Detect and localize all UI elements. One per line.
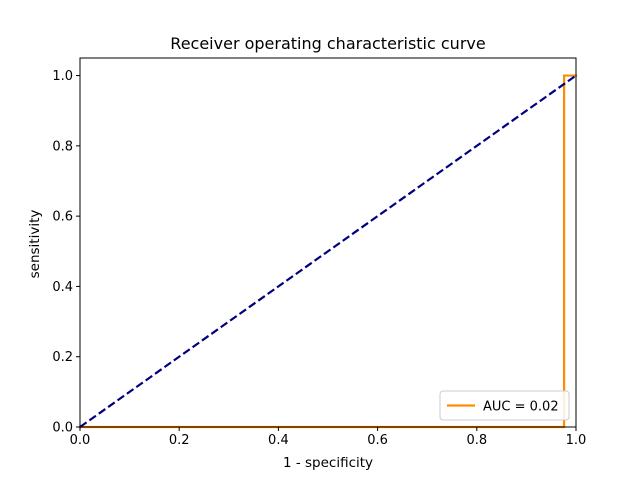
- legend-label: AUC = 0.02: [483, 400, 559, 415]
- axes-frame: [79, 57, 577, 428]
- y-tick-label: 0.8: [52, 139, 73, 154]
- y-tick-label: 0.4: [52, 280, 73, 295]
- y-tick-label: 0.6: [52, 210, 73, 225]
- y-axis-label: sensitivity: [27, 210, 43, 279]
- x-tick-label: 0.2: [169, 433, 190, 448]
- y-tick-label: 0.0: [52, 421, 73, 436]
- plot-area: 0.0 0.2 0.4 0.6 0.8 1.0 0.0 0.2 0.4 0.6 0.8 1.0 AUC …: [52, 57, 587, 448]
- x-tick-label: 0.6: [367, 433, 388, 448]
- legend-box: [439, 390, 570, 421]
- chart-title: Receiver operating characteristic curve: [170, 34, 485, 53]
- x-tick-label: 0.8: [466, 433, 487, 448]
- x-tick-label: 0.0: [70, 433, 91, 448]
- x-axis-label: 1 - specificity: [283, 455, 373, 471]
- chance-diagonal-line: [79, 74, 577, 428]
- y-tick-label: 0.2: [52, 350, 73, 365]
- x-tick-label: 0.4: [268, 433, 289, 448]
- x-tick-label: 1.0: [566, 433, 587, 448]
- y-tick-label: 1.0: [52, 69, 73, 84]
